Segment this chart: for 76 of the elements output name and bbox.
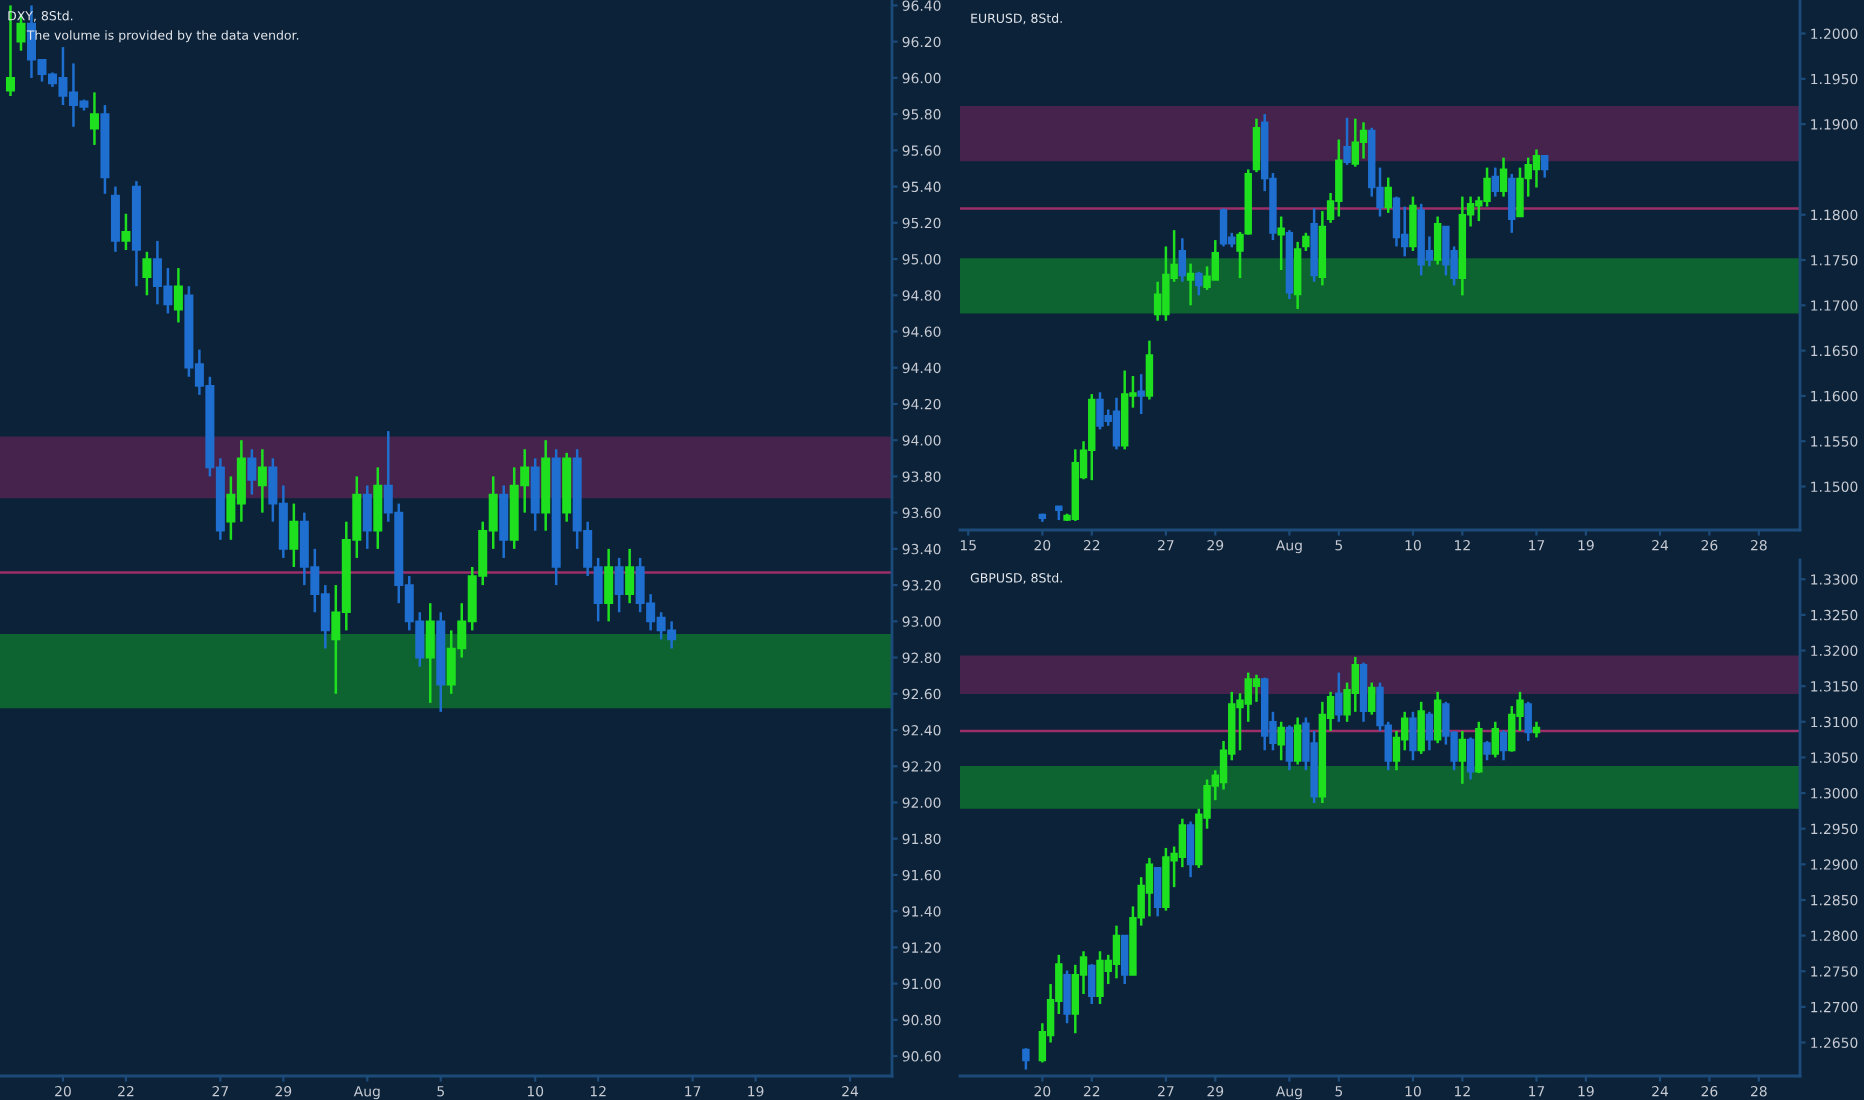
candlestick [1335,138,1343,218]
candlestick [1359,661,1368,724]
candlestick [247,447,257,496]
candlestick [1433,215,1442,266]
candlestick [1285,724,1294,772]
candlestick [1096,391,1104,431]
candlestick [1516,166,1524,218]
candlestick [1491,720,1500,759]
candlestick [1343,116,1351,167]
candlestick [1499,729,1508,762]
candlestick [1475,720,1483,775]
candlestick [1483,739,1491,762]
candlestick [1178,817,1187,869]
candlestick [1359,121,1368,160]
candlestick [1293,716,1302,766]
candlestick [121,212,131,252]
candlestick [1137,372,1145,416]
candlestick [110,185,120,254]
candlestick [89,91,99,147]
candlestick [1088,962,1096,1006]
candlestick [1425,710,1434,752]
candlestick [614,556,624,614]
candlestick [1466,736,1475,781]
candlestick [1022,1046,1030,1071]
candlestick [1252,673,1261,704]
candlestick [1211,238,1220,282]
candlestick [1540,154,1549,179]
candlestick [173,266,183,324]
candlestick [1491,166,1500,198]
candlestick [1244,671,1252,724]
candlestick [1499,156,1508,198]
candlestick [1153,280,1162,322]
candlestick [499,484,509,560]
candlestick [1458,729,1467,786]
candlestick [1392,195,1401,248]
candlestick [1400,205,1409,258]
candlestick [1368,681,1376,716]
candlestick [1063,969,1071,1025]
candlestick [1145,339,1154,401]
candlestick [1186,262,1195,307]
candlestick [1145,856,1154,918]
candlestick [1293,240,1302,311]
candlestick [1096,950,1104,1006]
candlestick [1219,207,1228,248]
candlestick [1112,396,1121,451]
candlestick [289,502,299,569]
candlestick [1524,700,1532,743]
candlestick [1417,700,1425,756]
candlestick [1409,195,1417,253]
candlestick [1433,690,1442,745]
candlestick [1442,225,1450,277]
candlestick [1252,117,1261,174]
candlestick [362,484,372,551]
candlestick [1277,720,1285,762]
candlestick [625,547,635,605]
candlestick [604,547,614,623]
candlestick [1277,215,1285,272]
candlestick [1351,117,1360,168]
candlestick [425,601,435,705]
candlestick [1178,237,1187,284]
candlestick [1186,820,1195,879]
candlestick [1195,270,1203,297]
candlestick [1384,176,1392,215]
candlestick [530,457,540,532]
candlestick [1508,172,1516,235]
candlestick [373,466,383,551]
candlestick [142,250,152,297]
candlestick [1120,934,1129,986]
candlestick [257,447,267,514]
candlestick [1409,710,1417,762]
candlestick [1351,655,1360,714]
candlestick [1532,148,1541,189]
candlestick [1112,924,1121,980]
candlestick [1508,704,1516,753]
candlestick [1153,865,1162,918]
candlestick [1335,671,1343,724]
